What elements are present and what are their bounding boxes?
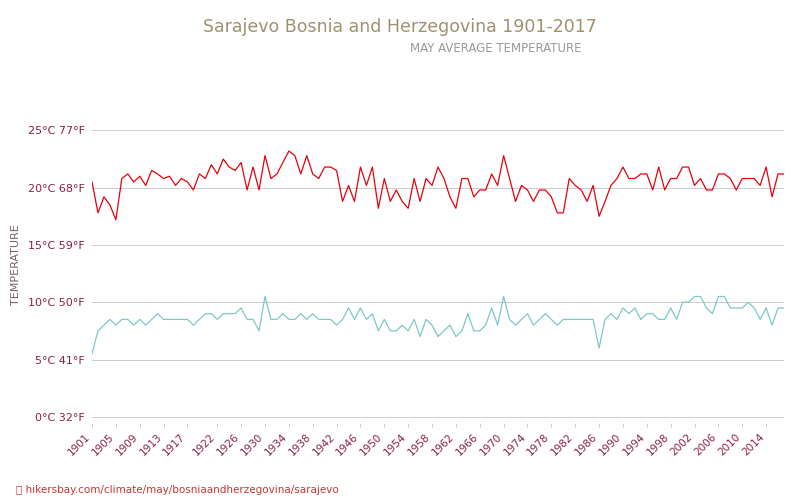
Text: MAY AVERAGE TEMPERATURE: MAY AVERAGE TEMPERATURE	[410, 42, 582, 56]
Text: Sarajevo Bosnia and Herzegovina 1901-2017: Sarajevo Bosnia and Herzegovina 1901-201…	[203, 18, 597, 36]
Text: 📍 hikersbay.com/climate/may/bosniaandherzegovina/sarajevo: 📍 hikersbay.com/climate/may/bosniaandher…	[16, 485, 338, 495]
Y-axis label: TEMPERATURE: TEMPERATURE	[11, 224, 21, 306]
